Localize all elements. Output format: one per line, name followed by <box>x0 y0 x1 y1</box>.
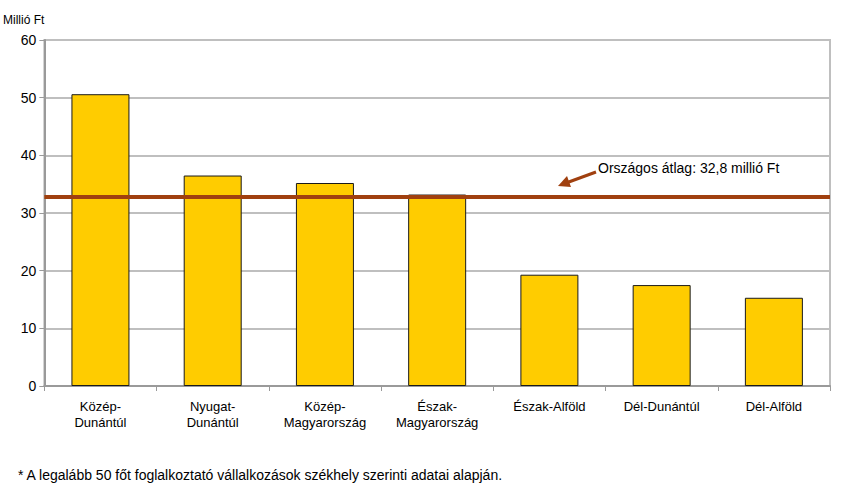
svg-text:Észak-: Észak- <box>417 399 457 414</box>
svg-text:Magyarország: Magyarország <box>396 415 478 430</box>
svg-text:Dél-Dunántúl: Dél-Dunántúl <box>624 399 700 414</box>
svg-text:20: 20 <box>21 263 37 279</box>
svg-text:Közép-: Közép- <box>80 399 121 414</box>
svg-text:Magyarország: Magyarország <box>284 415 366 430</box>
svg-text:Nyugat-: Nyugat- <box>190 399 236 414</box>
svg-text:Közép-: Közép- <box>304 399 345 414</box>
svg-text:Dunántúl: Dunántúl <box>74 415 126 430</box>
svg-text:30: 30 <box>21 205 37 221</box>
svg-text:Észak-Alföld: Észak-Alföld <box>513 399 585 414</box>
svg-text:Dunántúl: Dunántúl <box>187 415 239 430</box>
svg-text:* A legalább 50 főt foglalkozt: * A legalább 50 főt foglalkoztató vállal… <box>18 467 502 483</box>
svg-text:60: 60 <box>21 32 37 48</box>
svg-text:Dél-Alföld: Dél-Alföld <box>746 399 802 414</box>
svg-text:Országos átlag: 32,8 millió Ft: Országos átlag: 32,8 millió Ft <box>598 160 779 176</box>
svg-text:40: 40 <box>21 147 37 163</box>
svg-text:10: 10 <box>21 320 37 336</box>
svg-text:0: 0 <box>29 378 37 394</box>
svg-text:50: 50 <box>21 90 37 106</box>
svg-text:Millió Ft: Millió Ft <box>3 13 45 27</box>
